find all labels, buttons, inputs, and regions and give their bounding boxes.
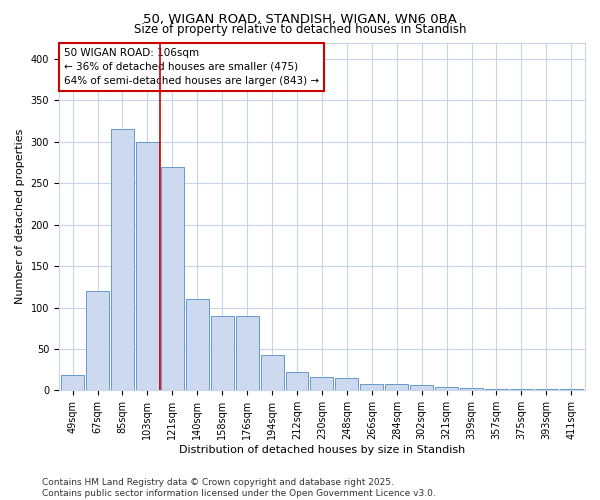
Bar bbox=[86, 291, 109, 390]
Bar bbox=[460, 388, 483, 390]
Y-axis label: Number of detached properties: Number of detached properties bbox=[15, 128, 25, 304]
Text: 50 WIGAN ROAD: 106sqm
← 36% of detached houses are smaller (475)
64% of semi-det: 50 WIGAN ROAD: 106sqm ← 36% of detached … bbox=[64, 48, 319, 86]
Bar bbox=[510, 388, 533, 390]
Text: Contains HM Land Registry data © Crown copyright and database right 2025.
Contai: Contains HM Land Registry data © Crown c… bbox=[42, 478, 436, 498]
Bar bbox=[186, 299, 209, 390]
Bar bbox=[310, 377, 334, 390]
Bar bbox=[260, 354, 284, 390]
Text: 50, WIGAN ROAD, STANDISH, WIGAN, WN6 0BA: 50, WIGAN ROAD, STANDISH, WIGAN, WN6 0BA bbox=[143, 12, 457, 26]
Bar bbox=[485, 388, 508, 390]
Bar bbox=[335, 378, 358, 390]
Bar bbox=[211, 316, 233, 390]
X-axis label: Distribution of detached houses by size in Standish: Distribution of detached houses by size … bbox=[179, 445, 465, 455]
Text: Size of property relative to detached houses in Standish: Size of property relative to detached ho… bbox=[134, 22, 466, 36]
Bar bbox=[385, 384, 408, 390]
Bar bbox=[560, 388, 583, 390]
Bar bbox=[435, 387, 458, 390]
Bar bbox=[535, 388, 558, 390]
Bar bbox=[410, 384, 433, 390]
Bar bbox=[361, 384, 383, 390]
Bar bbox=[111, 130, 134, 390]
Bar bbox=[136, 142, 159, 390]
Bar bbox=[161, 166, 184, 390]
Bar bbox=[236, 316, 259, 390]
Bar bbox=[286, 372, 308, 390]
Bar bbox=[61, 376, 84, 390]
